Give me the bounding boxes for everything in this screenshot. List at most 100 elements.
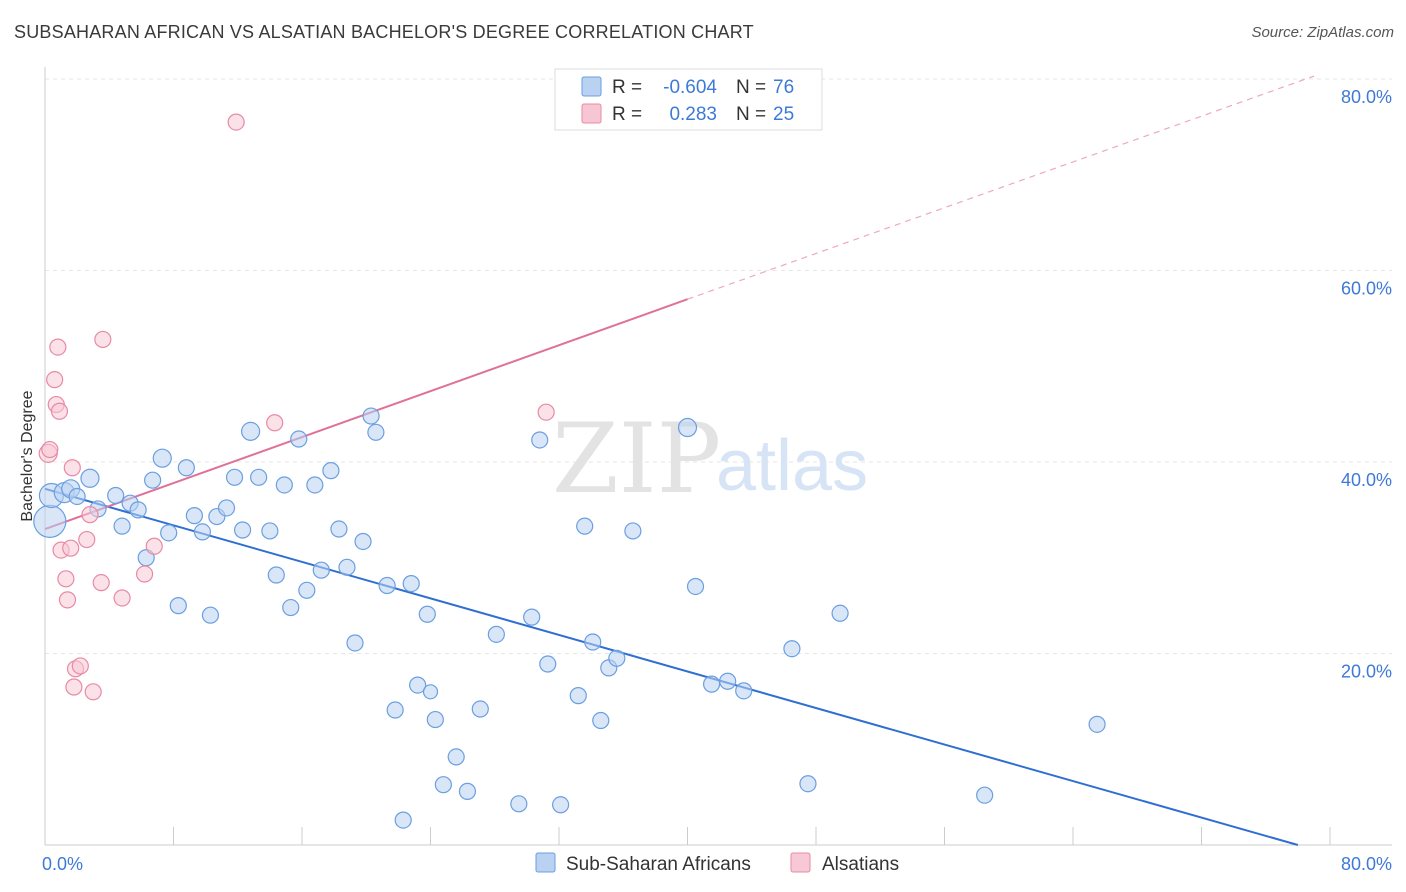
point-alsatian <box>537 403 555 421</box>
legend-n-label: N = <box>736 77 766 98</box>
x-tick-label: 0.0% <box>42 854 83 874</box>
point-subsaharan <box>394 811 412 829</box>
point-subsaharan <box>976 786 994 804</box>
point-subsaharan <box>592 711 610 730</box>
point-subsaharan <box>539 655 557 673</box>
point-alsatian <box>92 574 110 592</box>
point-subsaharan <box>487 625 505 643</box>
point-alsatian <box>84 683 102 701</box>
y-axis-label: Bachelor's Degree <box>19 390 36 521</box>
legend-r-value: 0.283 <box>669 104 717 125</box>
point-alsatian <box>49 338 67 356</box>
point-alsatian <box>46 371 64 389</box>
point-subsaharan <box>177 459 195 477</box>
legend-swatch-alsatian <box>581 103 602 124</box>
point-subsaharan <box>531 431 549 449</box>
point-subsaharan <box>113 517 131 535</box>
point-subsaharan <box>261 522 279 540</box>
y-tick-label: 80.0% <box>1341 87 1392 107</box>
point-subsaharan <box>409 676 427 694</box>
point-subsaharan <box>282 598 300 617</box>
point-alsatian <box>57 570 75 588</box>
point-alsatian <box>71 657 89 675</box>
point-alsatian <box>94 330 112 349</box>
point-subsaharan <box>160 524 178 542</box>
point-subsaharan <box>129 501 147 519</box>
legend-r-value: -0.604 <box>663 77 717 98</box>
point-subsaharan <box>290 430 308 448</box>
legend-r-label: R = <box>612 104 642 125</box>
point-subsaharan <box>169 597 187 615</box>
legend-swatch-subsaharan <box>581 76 602 97</box>
data-points <box>33 113 1106 829</box>
point-alsatian <box>266 414 284 432</box>
point-subsaharan <box>225 468 244 486</box>
point-subsaharan <box>552 796 570 814</box>
point-subsaharan <box>275 476 293 494</box>
y-tick-label: 40.0% <box>1341 470 1392 490</box>
point-subsaharan <box>422 684 439 700</box>
point-alsatian <box>41 440 59 459</box>
point-alsatian <box>113 589 131 607</box>
trend-line-alsatian-extension <box>687 75 1315 300</box>
point-subsaharan <box>250 468 268 486</box>
watermark-atlas: atlas <box>716 426 868 506</box>
legend-box: R = -0.604 N = 76 R = 0.283 N = 25 <box>554 68 823 131</box>
point-subsaharan <box>298 581 316 599</box>
point-subsaharan <box>201 606 220 624</box>
point-subsaharan <box>267 566 285 584</box>
bottom-legend-label: Alsatians <box>822 854 899 875</box>
point-subsaharan <box>107 486 125 505</box>
point-subsaharan <box>152 448 172 468</box>
point-subsaharan <box>367 423 385 441</box>
point-alsatian <box>58 591 77 609</box>
chart-title: SUBSAHARAN AFRICAN VS ALSATIAN BACHELOR'… <box>14 22 754 42</box>
point-alsatian <box>135 565 154 583</box>
point-subsaharan <box>312 561 330 579</box>
point-subsaharan <box>831 604 849 622</box>
point-subsaharan <box>354 532 372 551</box>
point-subsaharan <box>584 633 602 651</box>
point-subsaharan <box>799 775 817 793</box>
y-tick-label: 60.0% <box>1341 279 1392 299</box>
point-subsaharan <box>576 517 594 535</box>
point-subsaharan <box>241 421 261 441</box>
source-credit: Source: ZipAtlas.com <box>1251 24 1394 41</box>
point-subsaharan <box>33 504 67 538</box>
x-tick-labels: 0.0% 80.0% <box>42 854 1392 874</box>
bottom-legend: Sub-Saharan Africans Alsatians <box>535 852 899 875</box>
point-subsaharan <box>80 468 100 488</box>
point-subsaharan <box>1088 715 1106 733</box>
point-alsatian <box>227 113 245 131</box>
point-subsaharan <box>677 417 698 438</box>
point-subsaharan <box>68 487 86 506</box>
point-subsaharan <box>702 675 721 693</box>
point-alsatian <box>78 530 96 549</box>
point-subsaharan <box>447 748 465 766</box>
trend-line-subsaharan <box>44 487 1299 846</box>
point-subsaharan <box>719 672 737 690</box>
legend-r-label: R = <box>612 77 642 98</box>
grid-lines <box>45 78 1392 654</box>
bottom-legend-swatch-alsatian <box>790 852 811 873</box>
point-subsaharan <box>471 700 489 718</box>
point-subsaharan <box>217 499 236 517</box>
point-subsaharan <box>330 520 348 538</box>
point-alsatian <box>63 459 81 477</box>
legend-n-label: N = <box>736 104 766 125</box>
point-subsaharan <box>523 608 541 626</box>
point-subsaharan <box>185 507 203 525</box>
bottom-legend-swatch-subsaharan <box>535 852 556 873</box>
point-subsaharan <box>338 558 356 576</box>
watermark-zip: ZIP <box>552 403 721 515</box>
point-subsaharan <box>608 649 626 667</box>
point-subsaharan <box>418 605 436 623</box>
point-alsatian <box>62 539 80 557</box>
point-subsaharan <box>686 577 705 596</box>
point-subsaharan <box>386 701 404 719</box>
point-subsaharan <box>510 795 528 813</box>
point-subsaharan <box>193 523 212 541</box>
point-subsaharan <box>402 575 420 593</box>
legend-n-value: 25 <box>773 104 794 125</box>
